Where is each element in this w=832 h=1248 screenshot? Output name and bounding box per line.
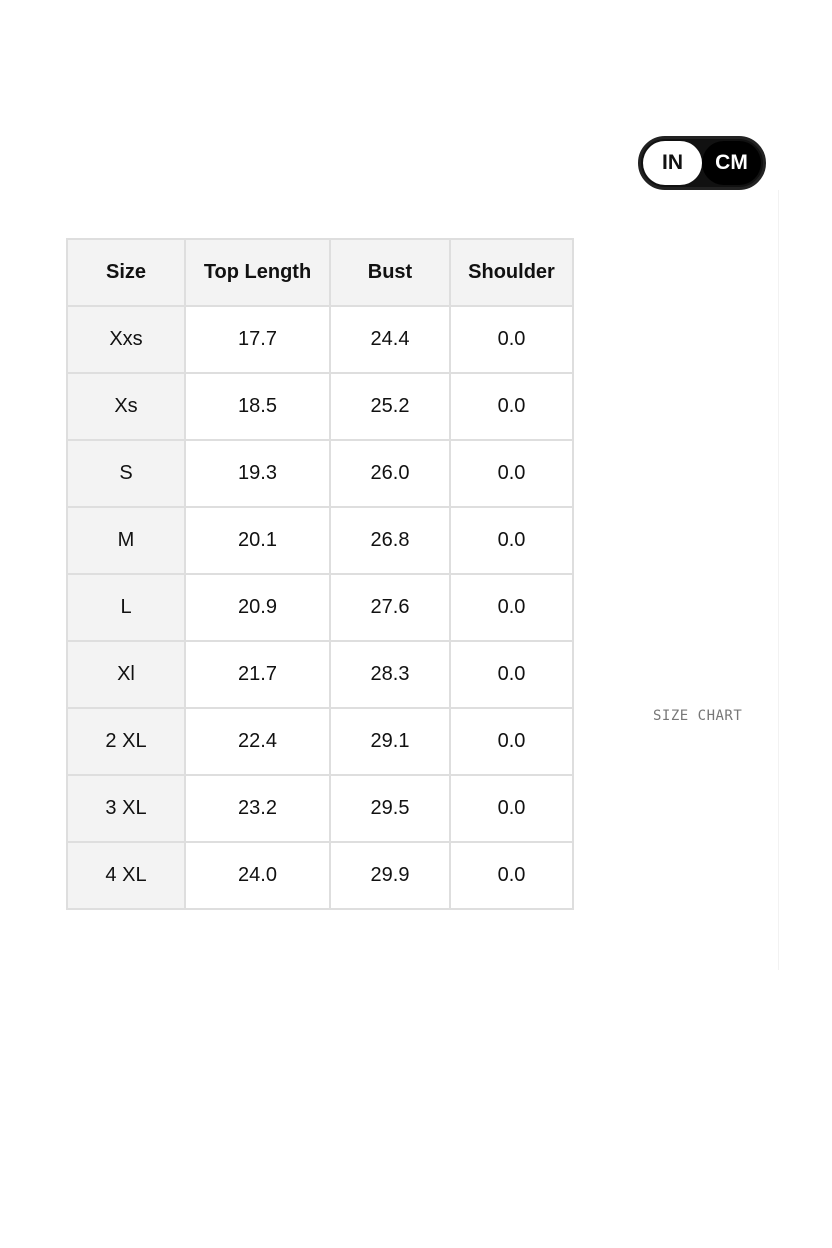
size-cell: M: [66, 506, 186, 575]
table-row: 3 XL 23.2 29.5 0.0: [66, 774, 574, 843]
size-chart-table: Size Top Length Bust Shoulder Xxs 17.7 24.…: [66, 238, 574, 910]
table-row: L 20.9 27.6 0.0: [66, 573, 574, 642]
shoulder-cell: 0.0: [449, 305, 574, 374]
shoulder-cell: 0.0: [449, 774, 574, 843]
bust-cell: 26.8: [329, 506, 451, 575]
bust-cell: 29.9: [329, 841, 451, 910]
top-length-cell: 24.0: [184, 841, 331, 910]
shoulder-cell: 0.0: [449, 640, 574, 709]
header-bust: Bust: [329, 238, 451, 307]
size-cell: 2 XL: [66, 707, 186, 776]
table-row: Xl 21.7 28.3 0.0: [66, 640, 574, 709]
size-cell: 3 XL: [66, 774, 186, 843]
unit-option-in[interactable]: IN: [643, 141, 702, 185]
top-length-cell: 20.9: [184, 573, 331, 642]
table-row: 4 XL 24.0 29.9 0.0: [66, 841, 574, 910]
size-cell: S: [66, 439, 186, 508]
top-length-cell: 20.1: [184, 506, 331, 575]
header-size: Size: [66, 238, 186, 307]
table-row: Xs 18.5 25.2 0.0: [66, 372, 574, 441]
table-row: M 20.1 26.8 0.0: [66, 506, 574, 575]
table-row: 2 XL 22.4 29.1 0.0: [66, 707, 574, 776]
header-top-length: Top Length: [184, 238, 331, 307]
header-row: Size Top Length Bust Shoulder: [66, 238, 574, 307]
shoulder-cell: 0.0: [449, 841, 574, 910]
shoulder-cell: 0.0: [449, 707, 574, 776]
table-row: Xxs 17.7 24.4 0.0: [66, 305, 574, 374]
top-length-cell: 18.5: [184, 372, 331, 441]
bust-cell: 29.5: [329, 774, 451, 843]
bust-cell: 27.6: [329, 573, 451, 642]
bust-cell: 24.4: [329, 305, 451, 374]
unit-option-cm[interactable]: CM: [702, 141, 761, 185]
shoulder-cell: 0.0: [449, 439, 574, 508]
shoulder-cell: 0.0: [449, 573, 574, 642]
bust-cell: 26.0: [329, 439, 451, 508]
bust-cell: 29.1: [329, 707, 451, 776]
size-cell: Xl: [66, 640, 186, 709]
unit-toggle[interactable]: IN CM: [638, 136, 766, 190]
shoulder-cell: 0.0: [449, 506, 574, 575]
shoulder-cell: 0.0: [449, 372, 574, 441]
bust-cell: 25.2: [329, 372, 451, 441]
divider: [778, 190, 779, 970]
bust-cell: 28.3: [329, 640, 451, 709]
size-cell: Xxs: [66, 305, 186, 374]
header-shoulder: Shoulder: [449, 238, 574, 307]
top-length-cell: 22.4: [184, 707, 331, 776]
size-cell: L: [66, 573, 186, 642]
top-length-cell: 23.2: [184, 774, 331, 843]
top-length-cell: 17.7: [184, 305, 331, 374]
size-cell: Xs: [66, 372, 186, 441]
top-length-cell: 19.3: [184, 439, 331, 508]
size-cell: 4 XL: [66, 841, 186, 910]
table-row: S 19.3 26.0 0.0: [66, 439, 574, 508]
size-chart-label: SIZE CHART: [653, 708, 743, 724]
top-length-cell: 21.7: [184, 640, 331, 709]
